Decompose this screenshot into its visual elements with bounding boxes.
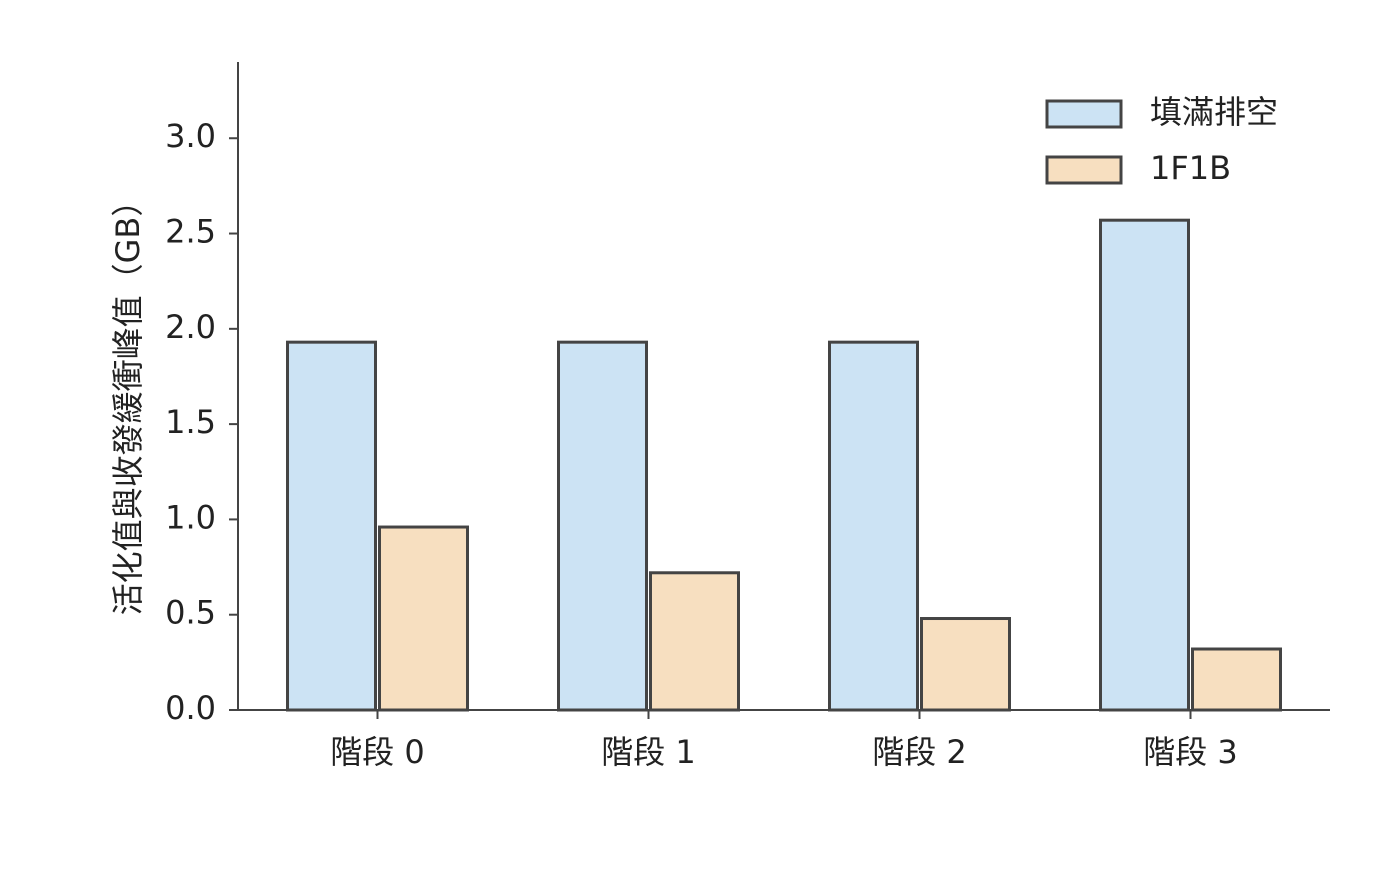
x-tick-label: 階段 2 [872,733,967,771]
bar [828,340,919,712]
bar [378,525,469,712]
bar [920,617,1011,712]
bar [649,571,740,712]
bar [1191,647,1282,712]
y-axis-label: 活化值與收發緩衝峰值（GB） [109,185,147,616]
bar [1099,218,1190,712]
y-tick-label: 1.0 [165,498,216,536]
y-tick-label: 0.0 [165,689,216,727]
x-tick-label: 階段 1 [601,733,696,771]
bar [557,340,648,712]
y-tick-label: 2.5 [165,213,216,251]
x-tick-label: 階段 3 [1143,733,1238,771]
legend-label: 填滿排空 [1150,93,1278,131]
y-tick-label: 2.0 [165,308,216,346]
y-tick-label: 0.5 [165,594,216,632]
legend-swatch [1045,155,1123,185]
y-tick-label: 1.5 [165,403,216,441]
legend-label: 1F1B [1150,149,1231,187]
legend-swatch [1045,99,1123,129]
bar [286,340,377,712]
x-tick-label: 階段 0 [330,733,425,771]
y-tick-label: 3.0 [165,117,216,155]
